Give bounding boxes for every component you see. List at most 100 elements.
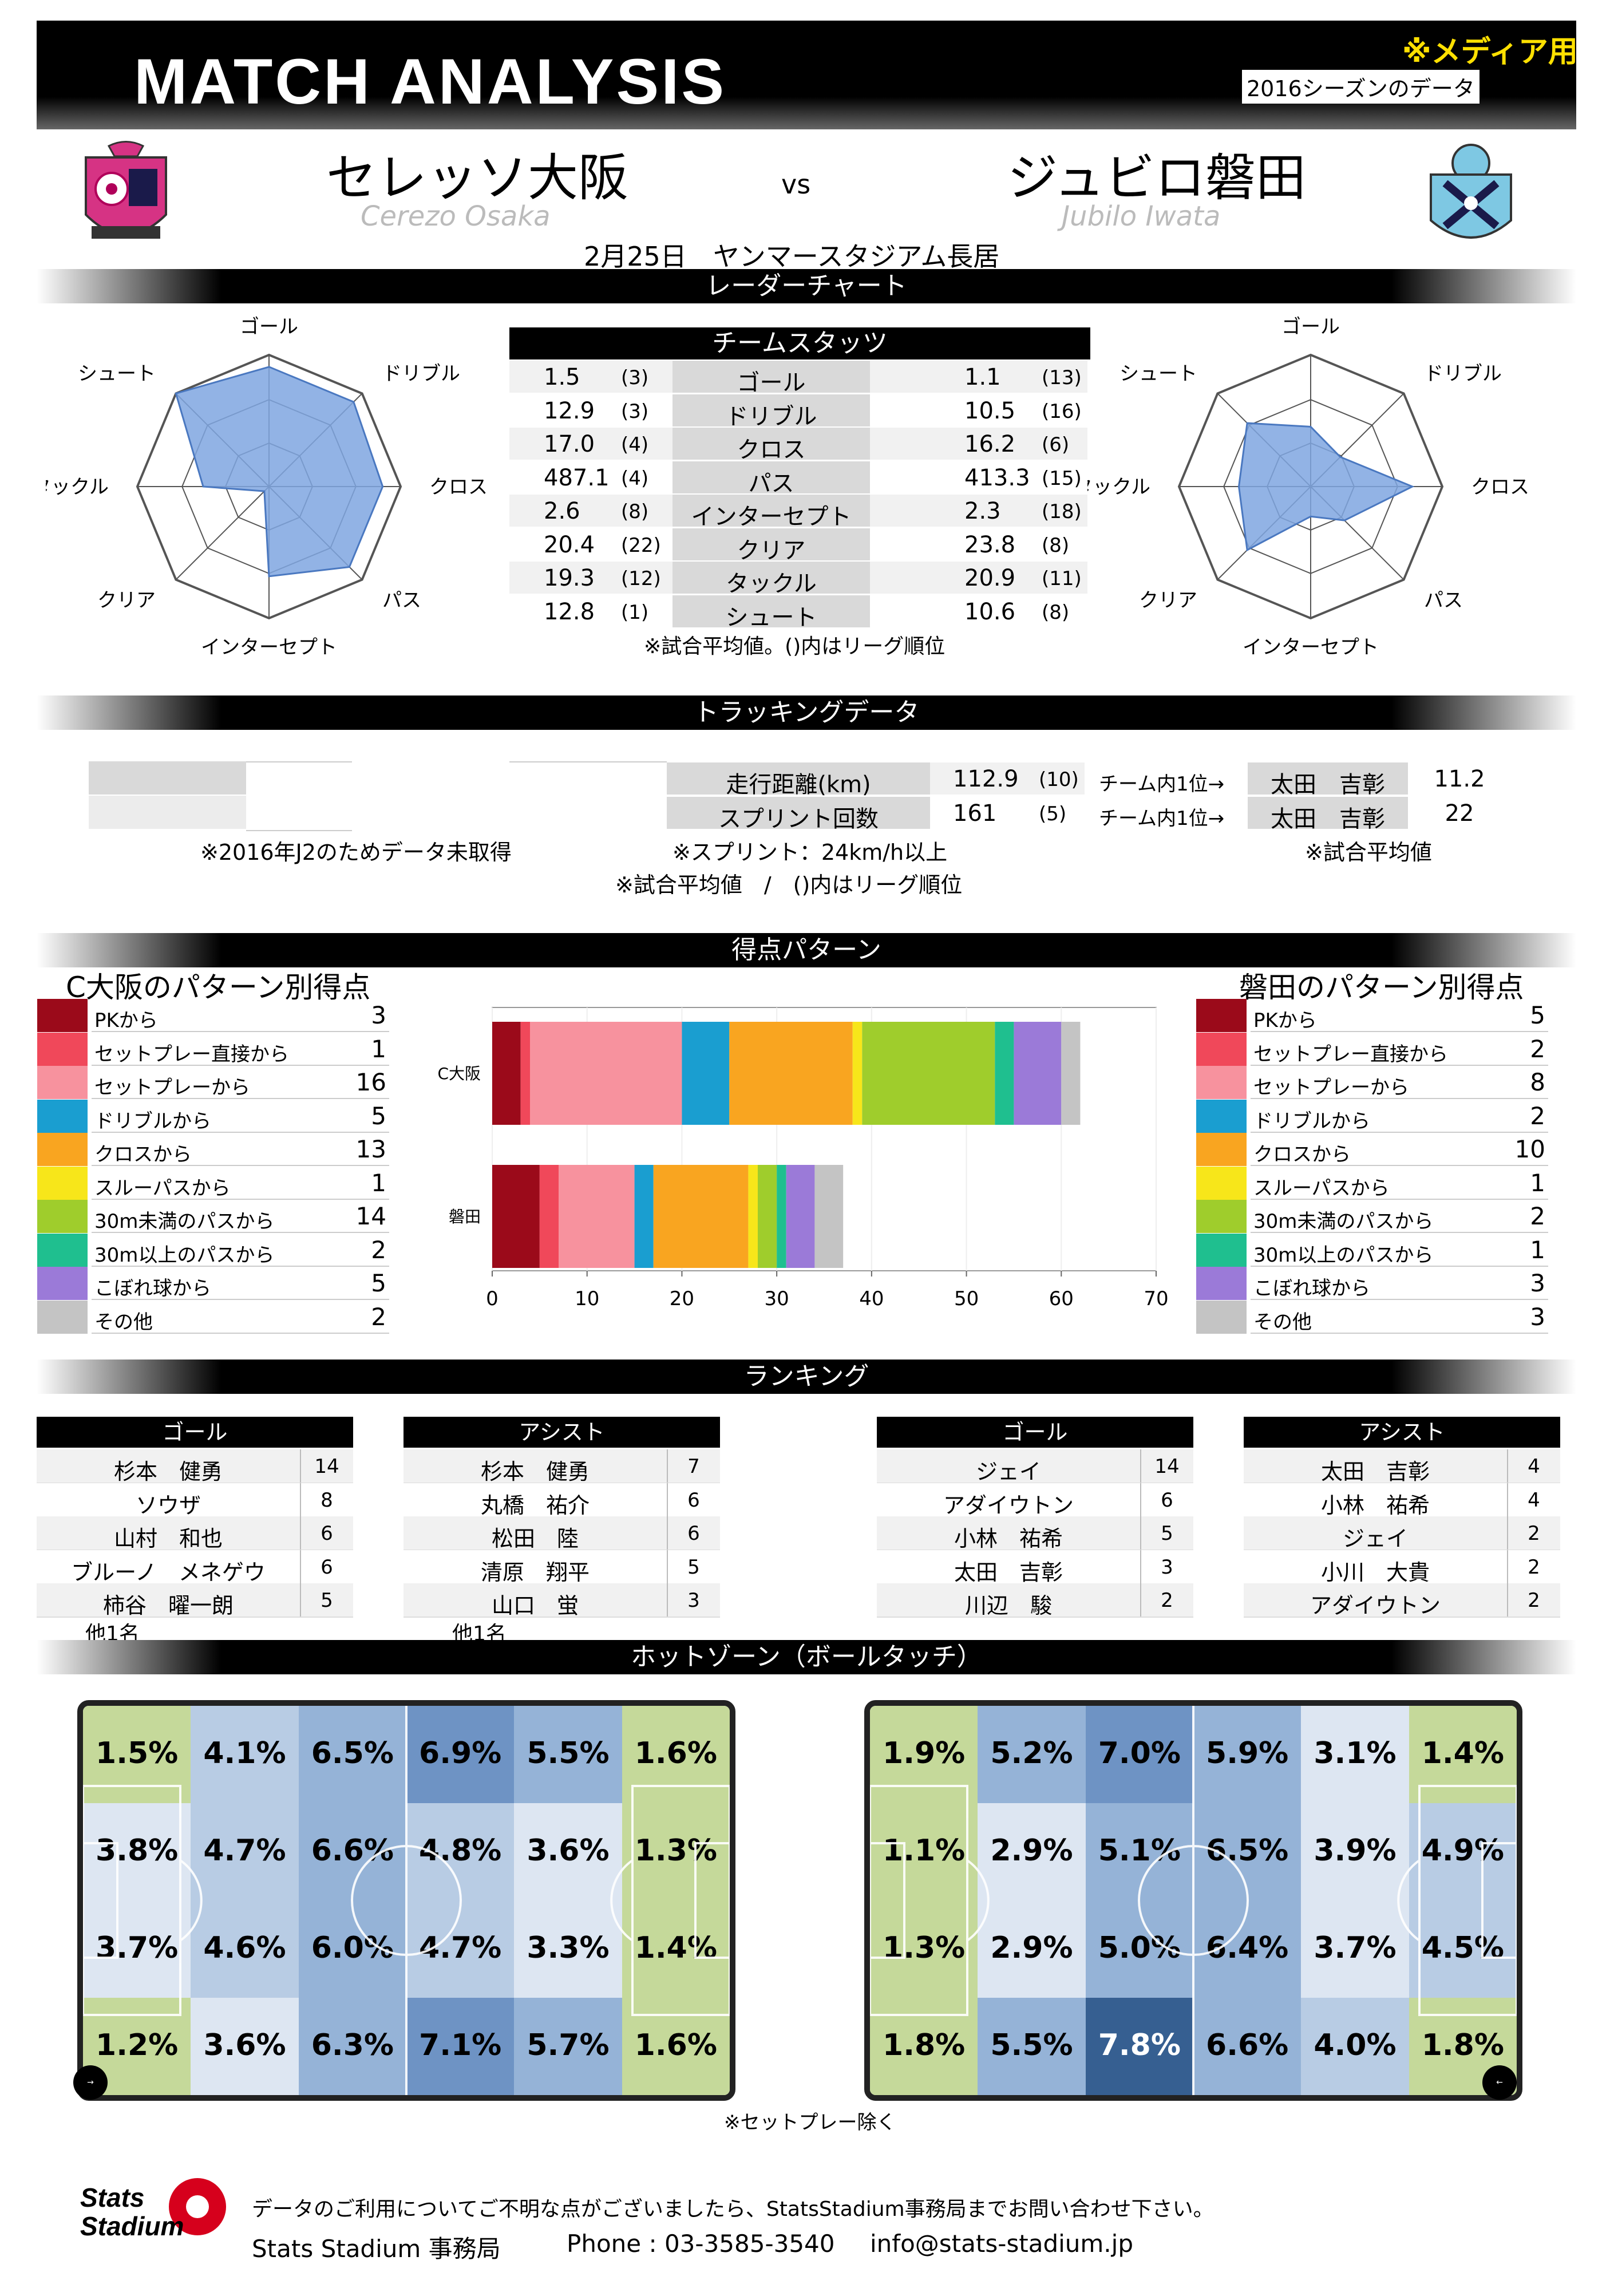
away-legend-label: ドリブルから [1253, 1109, 1370, 1133]
ranking-row: 柿谷 曜一朗 5 [37, 1583, 353, 1618]
away-legend-value: 2 [1530, 1034, 1545, 1063]
away-zone-value: 1.8% [883, 2028, 966, 2062]
home-legend-value: 1 [371, 1168, 386, 1197]
away-legend-divider [1251, 1131, 1548, 1133]
ranking-player: 杉本 健勇 [113, 1459, 223, 1484]
away-legend-value: 8 [1530, 1068, 1545, 1096]
away-zone-cell: 1.3% [870, 1900, 978, 1998]
stat-home-cell [509, 461, 672, 493]
team-stat-row: 12.9 (3) ドリブル 10.5 (16) [509, 394, 1087, 430]
stat-home-cell [509, 595, 672, 627]
stat-away-cell [870, 495, 1087, 527]
away-legend-swatch [1196, 1200, 1247, 1233]
stat-label-cell [672, 495, 870, 527]
ranking-divider [1140, 1550, 1141, 1583]
ranking-value: 2 [1161, 1589, 1173, 1612]
stat-home-cell [509, 394, 672, 426]
footer-email[interactable]: info@stats-stadium.jp [870, 2230, 1133, 2258]
away-legend-label: セットプレーから [1253, 1076, 1409, 1099]
stat-label-cell [672, 528, 870, 560]
ranking-row: 川辺 駿 2 [877, 1583, 1193, 1618]
away-legend-swatch [1196, 1099, 1247, 1133]
ranking-value: 5 [1161, 1522, 1173, 1545]
tracking-player: 太田 吉彰 [1271, 806, 1385, 832]
home-legend-divider [92, 1265, 389, 1267]
home-hotzone-pitch: 1.5% 4.1% 6.5% 6.9% 5.5% 1.6% 3.8% 4.7% 6.6% 4.8%… [77, 1700, 735, 2101]
home-zone-cell: 6.3% [298, 1998, 406, 2095]
bar-segment [682, 1022, 730, 1125]
footer-phone[interactable]: Phone : 03-3585-3540 [567, 2230, 835, 2258]
bar-segment [729, 1022, 853, 1125]
away-legend-value: 1 [1530, 1235, 1545, 1264]
vs-label: vs [781, 169, 811, 200]
season-label: 2016シーズンのデータ [1242, 70, 1480, 104]
home-legend-value: 2 [371, 1235, 386, 1264]
bar-segment [1014, 1022, 1062, 1125]
footer-message: データのご利用についてご不明な点がございましたら、StatsStadium事務局… [252, 2198, 1214, 2221]
home-radar-label: シュート [78, 362, 156, 385]
home-zone-value: 5.5% [527, 1736, 610, 1771]
stat-home-cell [509, 495, 672, 527]
bar-segment [748, 1165, 758, 1268]
ranking-value: 14 [314, 1455, 339, 1478]
ranking-divider [1507, 1483, 1508, 1516]
ranking-player: 清原 翔平 [480, 1559, 590, 1585]
ranking-row: 太田 吉彰 4 [1244, 1449, 1560, 1484]
section-hotzone: ホットゾーン（ボールタッチ） [37, 1640, 1576, 1674]
home-legend-label: PKから [94, 1009, 158, 1032]
away-zone-value: 6.5% [1206, 1833, 1289, 1868]
stat-label-cell [672, 361, 870, 393]
stat-away-value: 23.8 [964, 531, 1016, 558]
home-zone-cell: 6.9% [406, 1706, 515, 1803]
home-legend-swatch [37, 1133, 88, 1166]
bar-segment [814, 1165, 844, 1268]
ranking-player: ブルーノ メネゲウ [71, 1559, 266, 1585]
away-legend-value: 5 [1530, 1001, 1545, 1029]
category-label: C大阪 [437, 1064, 481, 1083]
home-zone-cell: 4.7% [191, 1803, 299, 1900]
away-legend-label: セットプレー直接から [1253, 1042, 1448, 1066]
away-zone-value: 1.9% [883, 1736, 966, 1771]
ranking-header: アシスト [404, 1417, 720, 1448]
home-zone-value: 1.2% [96, 2028, 179, 2062]
ranking-row: 小川 大貴 2 [1244, 1550, 1560, 1585]
home-legend-divider [92, 1131, 389, 1133]
ranking-value: 6 [321, 1522, 333, 1545]
ranking-row: 丸橋 祐介 6 [404, 1483, 720, 1518]
home-zone-value: 1.3% [634, 1833, 717, 1868]
ranking-player: 松田 陸 [491, 1526, 579, 1551]
away-radar-label: インターセプト [1243, 636, 1379, 659]
ranking-player: 山口 蛍 [491, 1593, 579, 1618]
stat-label-cell [672, 562, 870, 594]
away-zone-value: 7.8% [1098, 2028, 1181, 2062]
away-radar-label: シュート [1119, 362, 1197, 385]
tracking-value: 112.9 [953, 766, 1019, 792]
stat-home-rank: (12) [621, 567, 661, 590]
stat-label-cell [672, 461, 870, 493]
x-tick-label: 0 [486, 1287, 499, 1310]
home-zone-cell: 3.7% [83, 1900, 191, 1998]
stat-home-rank: (3) [621, 400, 649, 423]
away-legend-label: スルーパスから [1253, 1176, 1390, 1200]
home-legend-value: 5 [371, 1101, 386, 1130]
ranking-row: ブルーノ メネゲウ 6 [37, 1550, 353, 1585]
away-zone-cell: 3.7% [1301, 1900, 1409, 1998]
tracking-player-value: 11.2 [1434, 766, 1485, 792]
away-legend-swatch [1196, 1267, 1247, 1300]
svg-text:Stadium: Stadium [80, 2211, 184, 2241]
tracking-note-center: ※スプリント：24km/h以上 [672, 840, 948, 865]
home-legend-value: 14 [355, 1202, 386, 1230]
home-legend-divider [92, 1332, 389, 1334]
home-legend-label: スルーパスから [94, 1176, 231, 1200]
ranking-header: ゴール [37, 1417, 353, 1448]
home-zone-cell: 3.3% [514, 1900, 622, 1998]
away-legend-divider [1251, 1064, 1548, 1066]
ranking-divider [667, 1483, 668, 1516]
ranking-row: 清原 翔平 5 [404, 1550, 720, 1585]
home-zone-cell: 4.8% [406, 1803, 515, 1900]
x-tick-label: 30 [765, 1287, 789, 1310]
away-legend-swatch [1196, 1133, 1247, 1166]
x-tick-label: 70 [1144, 1287, 1168, 1310]
ranking-value: 5 [321, 1589, 333, 1612]
